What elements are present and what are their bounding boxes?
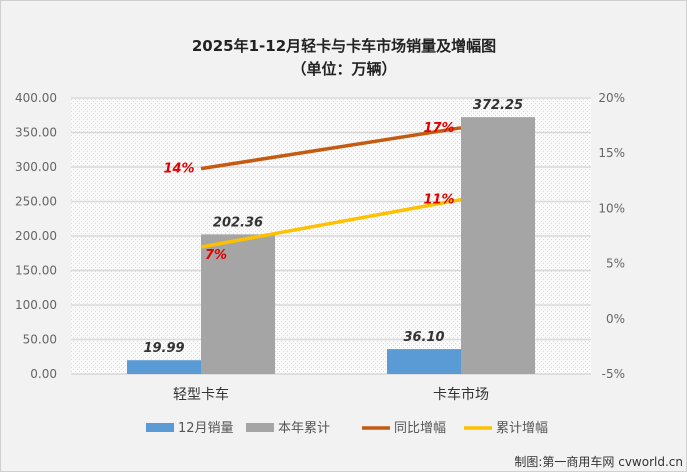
line-yoy [200,126,462,171]
left-tick-label: 50.00 [23,333,57,347]
bar-data-label: 202.36 [213,215,263,230]
category-label: 轻型卡车 [173,386,229,403]
bar-monthly [127,360,201,374]
legend-label: 12月销量 [178,421,234,436]
line-data-label: 17% [423,121,454,136]
right-tick-label: 0% [606,312,625,326]
right-tick-label: 5% [606,257,625,271]
chart-subtitle: （单位：万辆） [291,60,396,78]
credit: 制图:第一商用车网 cvworld.cn [514,454,683,469]
left-tick-label: 250.00 [15,195,57,209]
left-tick-label: 150.00 [15,264,57,278]
bar-cumulative [201,234,275,374]
left-tick-label: 100.00 [15,298,57,312]
bar-data-label: 372.25 [473,98,523,113]
category-label: 卡车市场 [433,386,489,403]
line-data-label: 11% [423,193,454,208]
left-tick-label: 200.00 [15,229,57,243]
left-tick-label: 350.00 [15,126,57,140]
bar-monthly [387,349,461,374]
chart-title: 2025年1-12月轻卡与卡车市场销量及增幅图 [192,37,496,55]
left-tick-label: 0.00 [30,367,57,381]
bar-data-label: 36.10 [403,330,444,345]
legend-swatch [146,423,174,432]
right-tick-label: 10% [598,201,625,215]
legend-label: 本年累计 [278,421,330,436]
left-tick-label: 400.00 [15,91,57,105]
legend-label: 同比增幅 [394,421,446,436]
line-data-label: 14% [163,162,194,177]
right-tick-label: 20% [598,91,625,105]
legend-label: 累计增幅 [496,421,548,436]
right-tick-label: 15% [598,146,625,160]
line-cumulative [200,197,462,249]
bar-cumulative [461,117,535,375]
left-tick-label: 300.00 [15,160,57,174]
line-data-label: 7% [205,248,227,263]
legend-swatch [246,423,274,432]
right-tick-label: -5% [602,367,625,381]
bar-data-label: 19.99 [143,341,184,356]
